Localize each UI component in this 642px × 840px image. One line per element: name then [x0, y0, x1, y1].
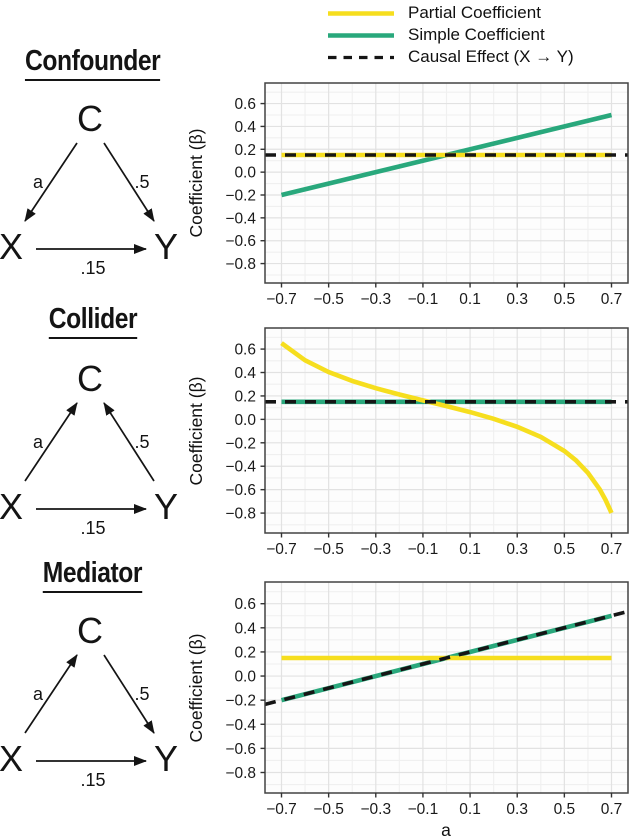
y-tick-label: −0.2 — [225, 435, 256, 452]
edge-label-a: a — [33, 432, 44, 452]
node-c: C — [77, 98, 103, 139]
y-tick-label: −0.4 — [225, 459, 256, 476]
y-tick-label: −0.6 — [225, 482, 256, 499]
node-x: X — [0, 226, 23, 267]
y-tick-label: 0.4 — [234, 365, 256, 382]
node-c: C — [77, 358, 103, 399]
edge-label-point5: .5 — [134, 432, 149, 452]
y-tick-label: −0.6 — [225, 741, 256, 758]
x-tick-label: 0.5 — [554, 801, 576, 818]
arrow-y-to-c — [103, 402, 155, 482]
x-tick-label: 0.3 — [506, 541, 528, 558]
legend-label-causal: Causal Effect (X → Y) — [408, 47, 574, 66]
y-tick-label: 0.2 — [234, 388, 256, 405]
x-tick-label: 0.1 — [459, 541, 481, 558]
y-tick-label: −0.8 — [225, 256, 256, 273]
edge-label-a: a — [33, 172, 44, 192]
y-tick-label: 0.6 — [234, 596, 256, 613]
mediator-chart: −0.7 −0.5 −0.3 −0.1 0.1 0.3 0.5 0.7 0.6 0.4 0.2 0.0… — [186, 581, 629, 840]
x-tick-label: −0.7 — [266, 541, 297, 558]
x-tick-label: 0.5 — [554, 291, 576, 308]
y-tick-label: 0.4 — [234, 620, 256, 637]
x-tick-label: −0.3 — [360, 801, 391, 818]
node-y: Y — [154, 738, 178, 779]
y-tick-label: 0.2 — [234, 142, 256, 159]
y-tick-label: −0.4 — [225, 210, 256, 227]
y-tick-label: 0.0 — [234, 412, 256, 429]
x-axis-label: a — [441, 820, 451, 840]
confounder-chart: −0.7 −0.5 −0.3 −0.1 0.1 0.3 0.5 0.7 0.6 0.4 0.2 0.0… — [186, 82, 629, 308]
legend-label-partial: Partial Coefficient — [408, 3, 541, 22]
x-tick-label: −0.7 — [266, 801, 297, 818]
node-c: C — [77, 610, 103, 651]
edge-label-point15: .15 — [80, 770, 105, 790]
y-tick-label: 0.0 — [234, 165, 256, 182]
x-tick-label: 0.3 — [506, 801, 528, 818]
legend-item-simple-coefficient: Simple Coefficient — [326, 24, 574, 46]
x-tick-label: 0.1 — [459, 291, 481, 308]
legend-swatch-causal-dashed-line — [328, 55, 394, 59]
y-tick-label: 0.2 — [234, 644, 256, 661]
edge-label-point5: .5 — [134, 684, 149, 704]
x-tick-label: −0.5 — [313, 291, 344, 308]
arrow-c-to-x — [24, 142, 78, 222]
edge-label-point15: .15 — [80, 518, 105, 538]
x-tick-label: 0.1 — [459, 801, 481, 818]
node-x: X — [0, 486, 23, 527]
y-tick-label: 0.6 — [234, 342, 256, 359]
x-tick-label: 0.7 — [601, 541, 623, 558]
legend-swatch-partial-line — [328, 10, 394, 16]
edge-label-point5: .5 — [134, 172, 149, 192]
y-tick-label: −0.8 — [225, 506, 256, 523]
edge-label-point15: .15 — [80, 258, 105, 278]
arrow-c-to-y — [103, 142, 155, 222]
mediator-diagram: C X Y a .5 .15 — [0, 610, 178, 790]
legend-item-partial-coefficient: Partial Coefficient — [326, 2, 574, 24]
series-partial-coefficient — [280, 341, 614, 514]
x-tick-label: −0.3 — [360, 541, 391, 558]
y-axis-label: Coefficient (β) — [186, 129, 206, 238]
confounder-diagram: C X Y a .5 .15 — [0, 98, 178, 278]
chart-legend: Partial Coefficient Simple Coefficient C… — [326, 2, 574, 68]
arrow-c-to-y — [103, 654, 155, 734]
collider-chart: −0.7 −0.5 −0.3 −0.1 0.1 0.3 0.5 0.7 0.6 0.4 0.2 0.0… — [186, 327, 629, 558]
x-tick-label: −0.1 — [408, 541, 439, 558]
y-axis-label: Coefficient (β) — [186, 634, 206, 743]
node-x: X — [0, 738, 23, 779]
x-tick-label: −0.5 — [313, 801, 344, 818]
section-title-collider: Collider — [0, 303, 185, 339]
section-title-mediator: Mediator — [0, 557, 185, 593]
x-tick-label: −0.7 — [266, 291, 297, 308]
section-title-confounder: Confounder — [0, 45, 185, 81]
legend-item-causal-effect: Causal Effect (X → Y) — [326, 46, 574, 68]
x-tick-label: −0.1 — [408, 801, 439, 818]
arrow-x-to-c — [24, 402, 78, 482]
x-tick-label: 0.3 — [506, 291, 528, 308]
legend-label-simple: Simple Coefficient — [408, 25, 545, 44]
y-axis-label: Coefficient (β) — [186, 377, 206, 486]
x-tick-label: −0.3 — [360, 291, 391, 308]
y-tick-label: 0.6 — [234, 96, 256, 113]
x-tick-label: 0.7 — [601, 291, 623, 308]
node-y: Y — [154, 486, 178, 527]
y-tick-label: −0.8 — [225, 765, 256, 782]
x-tick-label: −0.5 — [313, 541, 344, 558]
y-tick-label: −0.6 — [225, 233, 256, 250]
x-tick-label: 0.7 — [601, 801, 623, 818]
series-causal-effect-x-y — [264, 609, 629, 707]
x-tick-label: 0.5 — [554, 541, 576, 558]
collider-diagram: C X Y a .5 .15 — [0, 358, 178, 538]
edge-label-a: a — [33, 684, 44, 704]
y-tick-label: −0.4 — [225, 717, 256, 734]
legend-swatch-simple-line — [328, 32, 394, 38]
y-tick-label: −0.2 — [225, 693, 256, 710]
x-tick-label: −0.1 — [408, 291, 439, 308]
y-tick-label: 0.4 — [234, 119, 256, 136]
y-tick-label: −0.2 — [225, 188, 256, 205]
y-tick-label: 0.0 — [234, 669, 256, 686]
arrow-x-to-c — [24, 654, 78, 734]
node-y: Y — [154, 226, 178, 267]
